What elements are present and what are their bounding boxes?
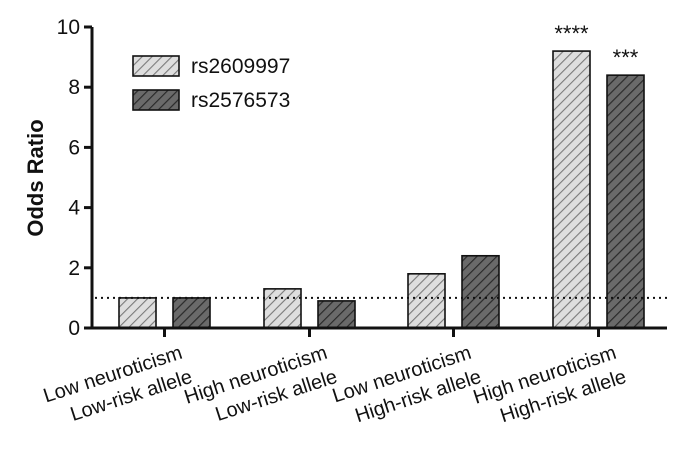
y-tick-label: 4 — [68, 197, 80, 220]
y-tick-label: 2 — [68, 257, 80, 280]
bar-rs2576573-1 — [317, 300, 356, 329]
bar-rs2609997-1 — [263, 288, 302, 329]
y-tick-label: 0 — [68, 317, 80, 340]
legend-swatch-rs2609997 — [132, 55, 180, 77]
bar-rs2576573-0 — [172, 297, 211, 329]
y-tick-label: 6 — [68, 136, 80, 159]
bar-rs2609997-2 — [407, 273, 446, 329]
legend-swatch-rs2576573 — [132, 89, 180, 111]
bar-rs2576573-2 — [461, 254, 500, 329]
y-axis-label: Odds Ratio — [23, 119, 48, 236]
significance-marker: *** — [613, 45, 639, 70]
y-tick-label: 8 — [68, 76, 80, 99]
significance-marker: **** — [554, 21, 589, 46]
y-tick-label: 10 — [57, 16, 80, 39]
legend-label-rs2609997: rs2609997 — [191, 55, 290, 78]
bar-rs2576573-3 — [606, 74, 645, 329]
bar-rs2609997-0 — [118, 297, 157, 329]
bar-rs2609997-3 — [552, 50, 591, 329]
legend-label-rs2576573: rs2576573 — [191, 89, 290, 112]
